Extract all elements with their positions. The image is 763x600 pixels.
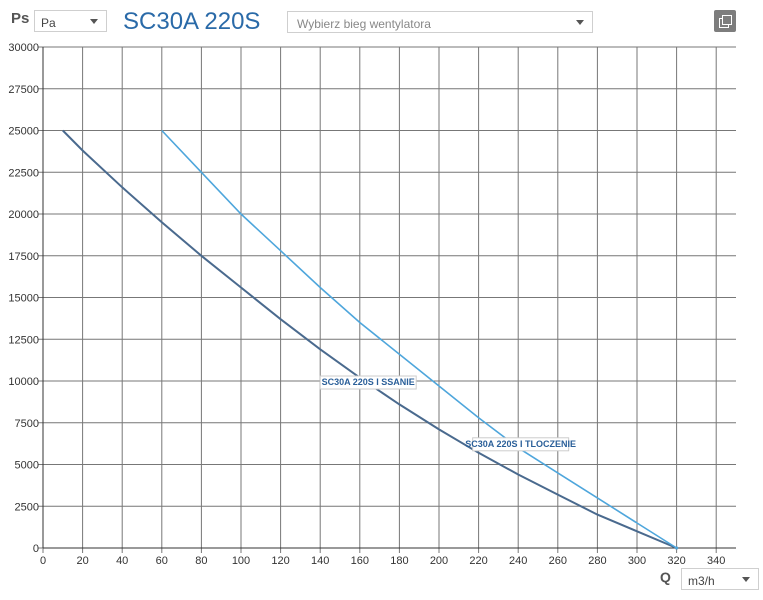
chevron-down-icon xyxy=(90,19,98,24)
chart-title: SC30A 220S xyxy=(123,8,261,35)
y-tick-label: 15000 xyxy=(8,293,39,305)
y-tick-label: 20000 xyxy=(8,209,39,221)
x-tick-label: 240 xyxy=(509,555,527,567)
flow-unit-value: m3/h xyxy=(688,574,715,588)
x-tick-label: 20 xyxy=(76,555,88,567)
x-tick-label: 200 xyxy=(430,555,448,567)
x-tick-label: 80 xyxy=(195,555,207,567)
fan-gear-placeholder: Wybierz bieg wentylatora xyxy=(297,17,431,31)
series-line-1 xyxy=(161,129,678,549)
chart-series xyxy=(62,129,679,550)
y-tick-label: 0 xyxy=(33,543,39,555)
x-tick-label: 320 xyxy=(667,555,685,567)
y-tick-label: 25000 xyxy=(8,126,39,138)
y-tick-label: 27500 xyxy=(8,84,39,96)
x-tick-label: 120 xyxy=(271,555,289,567)
pressure-unit-select[interactable]: Pa xyxy=(34,10,107,32)
x-tick-label: 160 xyxy=(351,555,369,567)
chart-series-labels: SC30A 220S I SSANIE SC30A 220S I TLOCZENI… xyxy=(319,375,576,452)
x-tick-label: 340 xyxy=(707,555,725,567)
x-tick-label: 280 xyxy=(588,555,606,567)
chart-axes: 0 20 40 60 80 100 120 140 160 180 200 220 240 260 280 3… xyxy=(8,42,736,567)
fan-gear-select[interactable]: Wybierz bieg wentylatora xyxy=(287,11,593,33)
series-label: SC30A 220S I TLOCZENIE xyxy=(465,439,576,449)
x-tick-label: 260 xyxy=(549,555,567,567)
copy-icon-front xyxy=(722,15,732,25)
x-tick-label: 180 xyxy=(390,555,408,567)
toolbar: Ps Pa SC30A 220S Wybierz bieg wentylator… xyxy=(0,0,763,44)
x-tick-label: 140 xyxy=(311,555,329,567)
y-tick-label: 5000 xyxy=(15,460,39,472)
copy-button[interactable] xyxy=(714,10,736,32)
chart-grid xyxy=(43,46,736,548)
y-tick-label: 2500 xyxy=(15,501,39,513)
y-tick-label: 17500 xyxy=(8,251,39,263)
x-tick-label: 0 xyxy=(40,555,46,567)
y-tick-label: 7500 xyxy=(15,418,39,430)
series-endpoint xyxy=(675,546,679,550)
x-tick-label: 40 xyxy=(116,555,128,567)
y-tick-label: 30000 xyxy=(8,42,39,54)
y-tick-label: 10000 xyxy=(8,376,39,388)
flow-unit-select[interactable]: m3/h xyxy=(681,568,759,590)
x-tick-label: 60 xyxy=(156,555,168,567)
y-tick-label: 12500 xyxy=(8,334,39,346)
chevron-down-icon xyxy=(742,577,750,582)
chevron-down-icon xyxy=(576,20,584,25)
flow-axis-label: Q xyxy=(660,569,671,585)
series-label-box xyxy=(472,437,570,452)
x-tick-label: 100 xyxy=(232,555,250,567)
x-tick-label: 300 xyxy=(628,555,646,567)
pressure-axis-label: Ps xyxy=(11,10,30,27)
x-tick-label: 220 xyxy=(469,555,487,567)
y-tick-label: 22500 xyxy=(8,167,39,179)
series-label: SC30A 220S I SSANIE xyxy=(322,377,415,387)
series-label-box xyxy=(319,375,417,390)
pressure-unit-value: Pa xyxy=(41,16,56,30)
